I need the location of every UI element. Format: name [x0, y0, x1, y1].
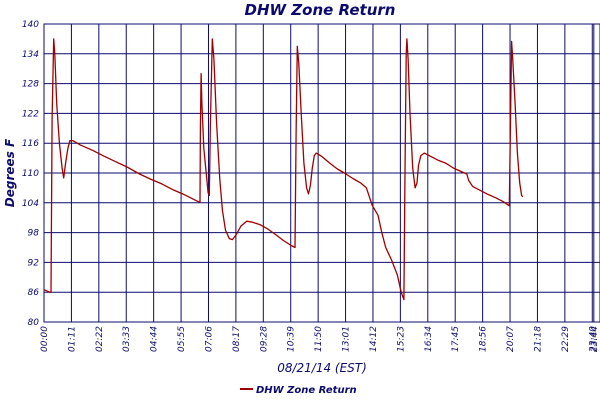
x-tick-label: 03:33: [122, 326, 132, 352]
series-group: [43, 38, 524, 301]
x-tick-label: 00:00: [40, 326, 50, 352]
y-tick-label: 110: [22, 169, 39, 179]
x-tick-label: 05:55: [177, 326, 187, 352]
x-tick-label: 10:39: [287, 326, 297, 352]
x-axis-ticks: 00:00 01:11 02:22 03:33 04:44 05:55 07:06 08:17…: [40, 326, 600, 352]
x-tick-label: 01:11: [67, 326, 77, 352]
y-tick-label: 128: [22, 80, 39, 90]
legend-entry: DHW Zone Return: [256, 385, 357, 396]
chart-title: DHW Zone Return: [245, 1, 396, 19]
x-tick-label: 07:06: [204, 326, 214, 352]
x-axis-label: 08/21/14 (EST): [277, 361, 367, 375]
x-tick-label: 18:56: [479, 326, 489, 352]
y-tick-label: 80: [28, 318, 40, 328]
x-tick-label: 13:01: [342, 326, 352, 352]
x-tick-label: 17:45: [451, 326, 461, 352]
y-tick-label: 134: [22, 50, 39, 60]
y-tick-label: 140: [22, 20, 39, 30]
x-tick-label: 04:44: [150, 326, 160, 352]
y-tick-label: 98: [28, 229, 40, 239]
series-line: [43, 38, 524, 301]
x-tick-label: 20:07: [506, 326, 516, 352]
x-tick-label: 23:44: [590, 326, 600, 352]
y-tick-label: 92: [28, 258, 40, 268]
y-tick-label: 86: [28, 288, 40, 298]
x-tick-label: 11:50: [314, 326, 324, 352]
x-tick-label: 09:28: [259, 326, 269, 352]
y-tick-label: 116: [22, 139, 39, 149]
y-axis-label: Degrees F: [3, 138, 17, 207]
y-tick-label: 122: [22, 109, 39, 119]
x-tick-label: 16:34: [424, 326, 434, 352]
x-tick-label: 22:29: [561, 326, 571, 352]
x-tick-label: 14:12: [369, 326, 379, 352]
x-tick-label: 23:40: [588, 326, 598, 352]
x-tick-label: 08:17: [232, 326, 242, 352]
x-tick-label: 15:23: [396, 326, 406, 352]
x-tick-label: 02:22: [95, 326, 105, 352]
grid-lines: [44, 24, 600, 322]
y-tick-label: 104: [22, 199, 39, 209]
y-axis-ticks: 80 86 92 98 104 110 116 122 128 134 140: [22, 20, 39, 328]
x-tick-label: 21:18: [533, 326, 543, 352]
